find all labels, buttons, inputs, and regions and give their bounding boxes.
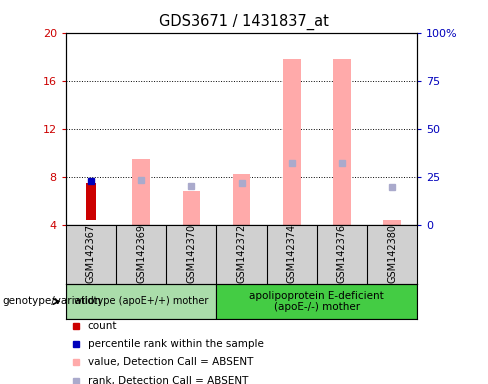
Text: GSM142372: GSM142372 [237,223,246,283]
Text: GSM142374: GSM142374 [287,223,297,283]
Bar [132,159,150,225]
Bar [283,59,301,225]
Bar [217,284,417,319]
Text: count: count [88,321,117,331]
Bar [233,174,250,225]
Bar [384,220,401,225]
Text: GSM142369: GSM142369 [136,224,146,283]
Text: GSM142376: GSM142376 [337,223,347,283]
Bar [86,183,96,220]
Text: GSM142380: GSM142380 [387,224,397,283]
Text: genotype/variation: genotype/variation [2,296,102,306]
Bar [183,191,200,225]
Text: GSM142370: GSM142370 [186,223,196,283]
Text: percentile rank within the sample: percentile rank within the sample [88,339,264,349]
Text: wildtype (apoE+/+) mother: wildtype (apoE+/+) mother [74,296,208,306]
Text: GSM142367: GSM142367 [86,223,96,283]
Bar [66,284,217,319]
Text: value, Detection Call = ABSENT: value, Detection Call = ABSENT [88,358,253,367]
Text: GDS3671 / 1431837_at: GDS3671 / 1431837_at [159,13,329,30]
Text: apolipoprotein E-deficient
(apoE-/-) mother: apolipoprotein E-deficient (apoE-/-) mot… [249,291,384,312]
Bar [333,59,351,225]
Text: rank, Detection Call = ABSENT: rank, Detection Call = ABSENT [88,376,248,384]
